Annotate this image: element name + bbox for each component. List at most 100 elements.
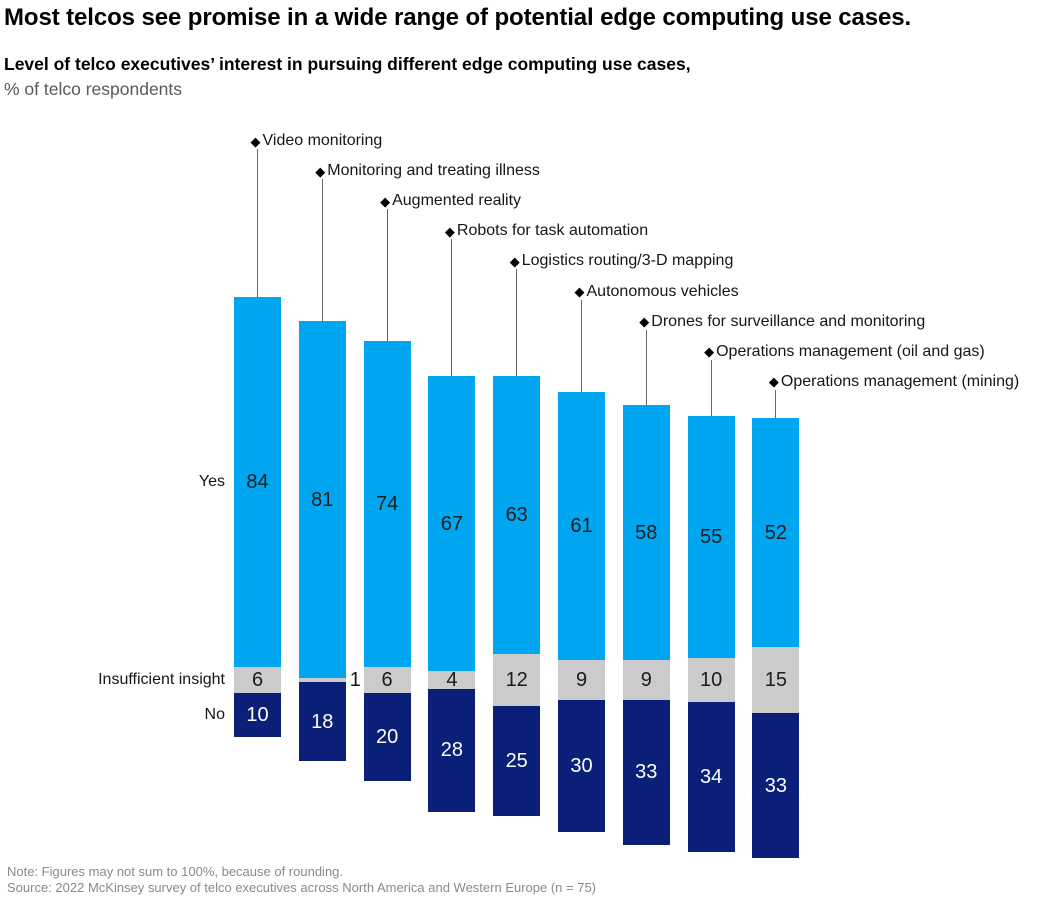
bar-segment-no-3 [428,688,476,812]
bar-segment-insufficient-1 [298,677,346,683]
category-label-4: ◆ Logistics routing/3-D mapping [510,251,734,271]
bar-segment-yes-2 [363,341,411,667]
category-label-text: Video monitoring [262,132,383,149]
connector-line-0 [257,149,258,298]
value-label-yes-6: 58 [635,521,658,544]
chart-unit-label: % of telco respondents [4,79,183,99]
bar-segment-yes-1 [298,321,346,678]
category-label-3: ◆ Robots for task automation [445,221,648,241]
value-label-insufficient-7: 10 [699,669,723,691]
connector-line-8 [775,389,777,419]
value-label-insufficient-2: 6 [381,669,393,691]
value-label-no-6: 33 [635,761,658,784]
bar-segment-yes-7 [687,416,735,658]
value-label-yes-3: 67 [440,512,464,535]
value-label-insufficient-6: 9 [640,669,652,691]
diamond-icon: ◆ [704,344,715,360]
value-label-yes-7: 55 [699,526,723,548]
bar-segment-insufficient-5 [558,660,605,700]
connector-line-5 [581,299,582,392]
category-label-0: ◆ Video monitoring [251,131,383,151]
bar-segment-no-4 [493,706,541,817]
value-label-insufficient-3: 4 [446,669,458,691]
chart-subtitle: Level of telco executives’ interest in p… [4,54,691,74]
bar-segment-no-1 [298,682,346,762]
row-label-insufficient-insight: Insufficient insight [98,671,225,688]
category-label-text: Operations management (mining) [780,372,1020,390]
category-label-8: ◆ Operations management (mining) [769,372,1019,392]
value-label-yes-1: 81 [311,488,334,511]
value-label-no-3: 28 [440,739,464,762]
diamond-icon: ◆ [444,223,455,239]
category-label-5: ◆ Autonomous vehicles [575,282,739,302]
diamond-icon: ◆ [315,163,326,179]
footnote: Note: Figures may not sum to 100%, becau… [7,864,344,879]
value-label-no-0: 10 [246,704,269,727]
connector-line-7 [710,359,712,416]
value-label-no-2: 20 [375,726,399,749]
category-label-text: Augmented reality [392,192,522,210]
value-label-yes-4: 63 [505,504,528,526]
connector-line-1 [321,179,323,322]
row-label-yes: Yes [198,473,225,490]
bar-segment-no-0 [234,693,281,738]
category-label-text: Logistics routing/3-D mapping [521,252,734,270]
connector-line-4 [516,269,518,377]
bar-segment-no-8 [752,713,800,859]
category-label-text: Drones for surveillance and monitoring [651,312,926,330]
category-label-2: ◆ Augmented reality [380,191,521,211]
value-label-no-1: 18 [311,710,334,733]
bar-segment-insufficient-2 [363,666,411,694]
bar-segment-yes-4 [493,376,541,654]
value-label-insufficient-8: 15 [764,669,788,691]
diamond-icon: ◆ [639,314,650,330]
connector-line-3 [451,239,453,377]
diamond-icon: ◆ [768,374,779,390]
bar-segment-insufficient-6 [622,660,670,700]
category-label-1: ◆ Monitoring and treating illness [315,161,540,181]
value-label-no-4: 25 [505,750,528,773]
bar-segment-insufficient-8 [752,647,800,713]
value-label-insufficient-5: 9 [575,669,588,691]
source-line: Source: 2022 McKinsey survey of telco ex… [7,880,597,895]
row-label-no: No [204,706,225,723]
bar-segment-no-7 [687,702,735,852]
value-label-insufficient-0: 6 [251,669,264,691]
bar-segment-insufficient-3 [428,671,476,689]
bar-segment-no-6 [622,699,670,845]
value-label-yes-0: 84 [246,471,269,493]
category-label-text: Monitoring and treating illness [327,162,540,180]
value-label-yes-5: 61 [570,515,593,537]
bar-segment-no-5 [558,699,605,832]
category-label-text: Robots for task automation [456,222,649,240]
value-label-no-8: 33 [764,774,788,797]
category-label-text: Operations management (oil and gas) [716,342,985,360]
category-label-text: Autonomous vehicles [586,282,739,300]
bar-segment-yes-3 [428,376,476,672]
bar-segment-insufficient-4 [493,653,541,707]
category-label-7: ◆ Operations management (oil and gas) [704,342,985,362]
value-label-yes-2: 74 [375,493,399,515]
bar-segment-no-2 [363,693,411,782]
value-label-no-7: 34 [699,765,723,788]
diamond-icon: ◆ [250,133,261,149]
bar-segment-yes-5 [558,391,605,661]
bar-segment-yes-0 [234,297,281,667]
value-label-insufficient-4: 12 [505,669,528,691]
bar-segment-yes-8 [752,418,800,647]
bar-segment-insufficient-7 [687,658,735,702]
diamond-icon: ◆ [574,284,585,299]
value-label-no-5: 30 [570,754,593,777]
category-label-6: ◆ Drones for surveillance and monitoring [639,312,925,332]
diamond-icon: ◆ [380,193,391,209]
diamond-icon: ◆ [509,253,520,269]
connector-line-6 [645,329,647,405]
bar-segment-yes-6 [622,405,670,661]
chart-title: Most telcos see promise in a wide range … [4,4,912,31]
value-label-yes-8: 52 [764,521,788,544]
value-label-insufficient-1: 1 [349,669,361,691]
connector-line-2 [386,209,388,342]
bar-segment-insufficient-0 [234,666,281,694]
